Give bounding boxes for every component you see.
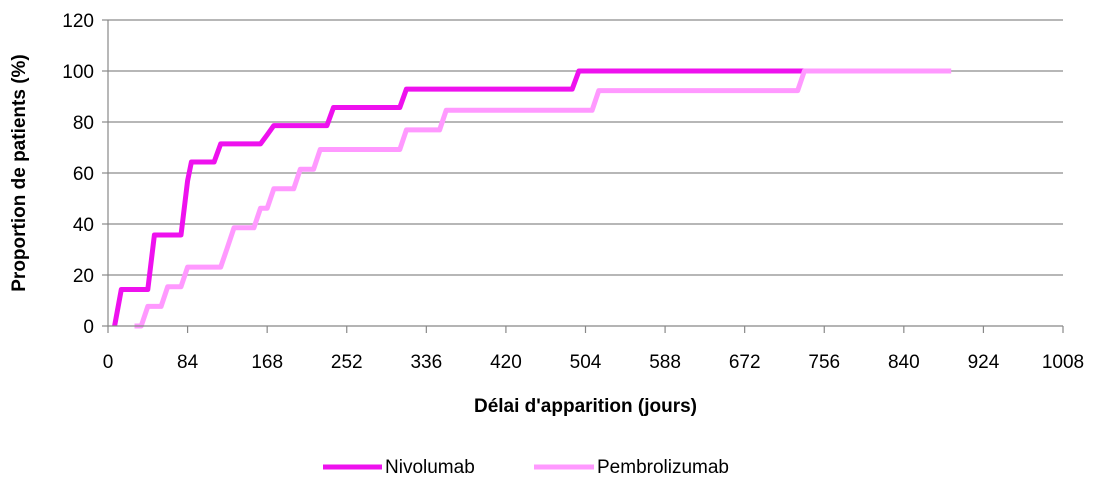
x-axis-title: Délai d'apparition (jours) — [474, 396, 697, 417]
y-tick-label-120: 120 — [62, 11, 94, 32]
x-tick-label-336: 336 — [410, 352, 442, 373]
y-tick-label-0: 0 — [83, 317, 94, 338]
y-axis-title: Proportion de patients (%) — [9, 54, 30, 292]
y-tick-label-60: 60 — [73, 164, 94, 185]
x-tick-label-1008: 1008 — [1042, 352, 1084, 373]
x-tick-label-672: 672 — [729, 352, 761, 373]
x-tick-label-588: 588 — [649, 352, 681, 373]
x-tick-label-840: 840 — [888, 352, 920, 373]
x-tick-label-84: 84 — [177, 352, 199, 373]
y-tick-label-80: 80 — [73, 113, 94, 134]
y-tick-label-40: 40 — [73, 215, 94, 236]
tick-labels: 0 20 40 60 80 100 120 0 84 168 252 336 420 504 588 672 7… — [62, 11, 1084, 373]
x-tick-label-756: 756 — [808, 352, 840, 373]
y-tick-label-100: 100 — [62, 62, 94, 83]
x-tick-label-168: 168 — [251, 352, 283, 373]
x-tick-label-504: 504 — [570, 352, 602, 373]
series-line-nivolumab — [112, 68, 810, 327]
x-tick-label-252: 252 — [331, 352, 363, 373]
x-tick-label-0: 0 — [103, 352, 114, 373]
legend: Nivolumab Pembrolizumab — [323, 457, 729, 478]
x-tick-label-924: 924 — [968, 352, 1000, 373]
x-tick-label-420: 420 — [490, 352, 522, 373]
series-line-pembrolizumab — [134, 68, 952, 329]
y-tick-label-20: 20 — [73, 266, 94, 287]
gridlines — [108, 19, 1063, 276]
legend-label-pembrolizumab: Pembrolizumab — [597, 457, 729, 478]
series-lines — [112, 68, 952, 329]
legend-label-nivolumab: Nivolumab — [385, 457, 475, 478]
